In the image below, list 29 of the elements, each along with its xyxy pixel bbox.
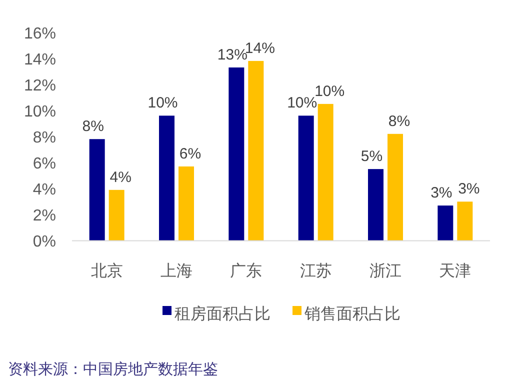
data-label: 3% xyxy=(458,180,480,198)
ytick: 12% xyxy=(24,77,56,94)
data-label: 3% xyxy=(430,184,452,202)
ytick: 0% xyxy=(32,234,56,251)
xtick: 广东 xyxy=(230,263,262,280)
data-label: 8% xyxy=(388,112,410,130)
data-label: 10% xyxy=(148,94,178,112)
ytick: 2% xyxy=(32,208,56,225)
ytick: 4% xyxy=(32,182,56,199)
xtick: 北京 xyxy=(90,263,123,280)
ytick: 6% xyxy=(32,156,56,173)
data-label: 13% xyxy=(217,46,248,64)
data-label: 8% xyxy=(82,118,104,136)
xtick: 天津 xyxy=(439,263,472,280)
ytick: 10% xyxy=(24,103,56,120)
data-label: 10% xyxy=(287,94,318,112)
legend-label: 销售面积占比 xyxy=(304,305,400,323)
data-label: 6% xyxy=(179,145,202,162)
legend-label: 租房面积占比 xyxy=(174,305,270,323)
xtick: 江苏 xyxy=(300,263,332,280)
ytick: 8% xyxy=(32,130,56,146)
data-label: 4% xyxy=(110,168,132,186)
ytick: 14% xyxy=(24,51,56,68)
data-label: 10% xyxy=(314,82,345,100)
xtick: 上海 xyxy=(160,263,192,280)
ytick: 16% xyxy=(24,25,56,42)
annotation: 资料来源：中国房地产数据年鉴 xyxy=(8,361,218,378)
xtick: 浙江 xyxy=(370,263,402,280)
data-label: 5% xyxy=(360,148,383,166)
